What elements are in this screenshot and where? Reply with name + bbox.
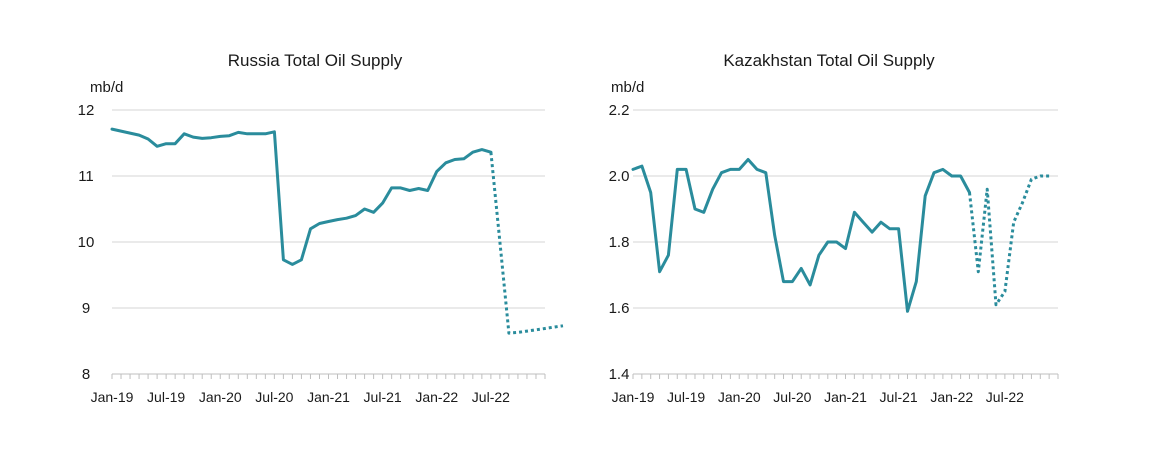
x-tick-label: Jul-20 bbox=[255, 389, 293, 405]
x-tick-label: Jul-22 bbox=[472, 389, 510, 405]
y-tick-label: 8 bbox=[82, 366, 90, 383]
y-tick-label: 9 bbox=[82, 300, 90, 317]
x-tick-label: Jul-19 bbox=[147, 389, 185, 405]
x-tick-label: Jul-22 bbox=[986, 389, 1024, 405]
x-tick-label: Jan-21 bbox=[307, 389, 350, 405]
x-tick-label: Jul-20 bbox=[773, 389, 811, 405]
x-tick-label: Jan-19 bbox=[612, 389, 655, 405]
chart-title: Russia Total Oil Supply bbox=[228, 51, 403, 70]
y-tick-label: 12 bbox=[78, 102, 95, 119]
y-axis-unit-label: mb/d bbox=[90, 79, 123, 96]
y-tick-label: 1.6 bbox=[609, 300, 630, 317]
chart-title: Kazakhstan Total Oil Supply bbox=[723, 51, 935, 70]
x-tick-label: Jan-22 bbox=[415, 389, 458, 405]
series-line-actual bbox=[631, 158, 971, 313]
y-tick-label: 2.2 bbox=[609, 102, 630, 119]
series-line-forecast bbox=[968, 174, 1050, 307]
y-tick-label: 1.4 bbox=[609, 366, 630, 383]
y-tick-label: 1.8 bbox=[609, 234, 630, 251]
y-tick-label: 10 bbox=[78, 234, 95, 251]
x-tick-label: Jul-21 bbox=[880, 389, 918, 405]
chart-1: Russia Total Oil Supply mb/d 8 9 10 11 12 Jan-1… bbox=[78, 51, 564, 405]
x-tick-label: Jan-20 bbox=[199, 389, 242, 405]
series-line-forecast bbox=[489, 152, 564, 335]
x-tick-label: Jan-19 bbox=[91, 389, 134, 405]
x-tick-label: Jan-21 bbox=[824, 389, 867, 405]
series-line-actual bbox=[110, 127, 493, 266]
chart-2: Kazakhstan Total Oil Supply mb/d 1.4 1.6 1.8… bbox=[609, 51, 1059, 405]
x-tick-label: Jul-21 bbox=[364, 389, 402, 405]
x-tick-label: Jan-22 bbox=[930, 389, 973, 405]
y-tick-label: 11 bbox=[78, 168, 94, 185]
x-tick-label: Jul-19 bbox=[667, 389, 705, 405]
y-axis-unit-label: mb/d bbox=[611, 79, 644, 96]
x-tick-label: Jan-20 bbox=[718, 389, 761, 405]
y-tick-label: 2.0 bbox=[609, 168, 630, 185]
